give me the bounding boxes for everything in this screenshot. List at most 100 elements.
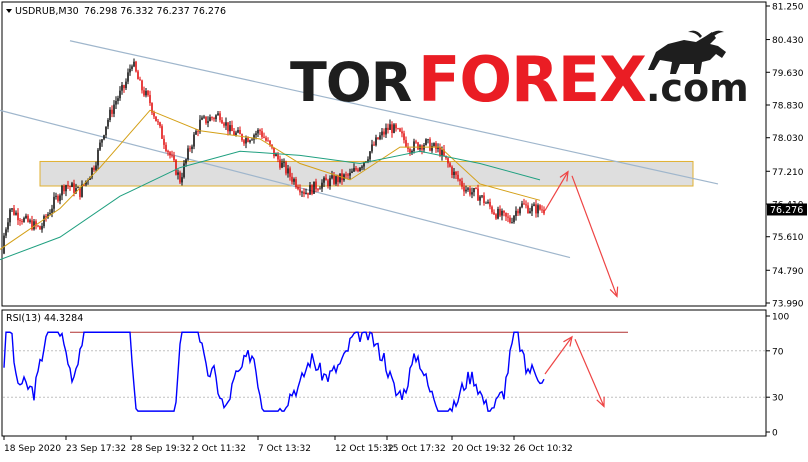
candle-body [319, 188, 321, 190]
candle-body [439, 147, 441, 156]
rsi-tick-label: 0 [772, 429, 778, 439]
candle-body [367, 159, 369, 162]
candle-body [447, 158, 449, 164]
time-tick-label: 23 Sep 17:32 [66, 444, 126, 454]
time-tick-label: 15 Oct 17:32 [387, 444, 446, 454]
candle-body [507, 216, 509, 218]
candle-body [231, 125, 233, 132]
candle-body [265, 137, 267, 141]
candle-body [139, 79, 141, 81]
candle-body [211, 117, 213, 119]
candle-body [35, 221, 37, 226]
candle-body [173, 155, 175, 161]
candle-body [25, 215, 27, 218]
candle-body [85, 180, 87, 185]
candle-body [407, 146, 409, 149]
candle-body [11, 208, 13, 210]
candle-body [247, 138, 249, 143]
price-forecast-arrow-head [609, 286, 619, 298]
candle-body [405, 140, 407, 147]
candle-body [97, 149, 99, 166]
candle-body [359, 167, 361, 172]
candle-body [15, 212, 17, 215]
candle-body [443, 149, 445, 156]
candle-body [31, 220, 33, 230]
candle-body [297, 186, 299, 190]
price-forecast-arrow [571, 175, 618, 297]
candle-body [441, 149, 443, 156]
candle-body [181, 177, 183, 183]
candle-body [469, 188, 471, 195]
candle-body [335, 176, 337, 184]
candle-body [409, 148, 411, 153]
candle-body [3, 235, 5, 254]
candle-body [495, 214, 497, 219]
bull-icon [648, 30, 726, 74]
candle-body [429, 139, 431, 151]
candle-body [371, 144, 373, 152]
candle-body [345, 174, 347, 176]
candle-body [185, 159, 187, 164]
candle-body [245, 138, 247, 144]
candle-body [395, 124, 397, 129]
candle-body [65, 185, 67, 192]
candle-body [485, 202, 487, 204]
candle-body [45, 216, 47, 218]
candle-body [101, 139, 103, 143]
candle-body [17, 212, 19, 221]
candle-body [105, 126, 107, 136]
candle-body [269, 140, 271, 145]
candle-body [147, 90, 149, 96]
candle-body [397, 128, 399, 130]
rsi-forecast-arrow [544, 336, 573, 375]
candle-body [361, 166, 363, 168]
candle-body [375, 137, 377, 146]
candle-body [111, 109, 113, 114]
candle-body [13, 208, 15, 215]
candle-body [89, 177, 91, 180]
candle-body [259, 129, 261, 132]
candle-body [161, 126, 163, 139]
price-tick-label: 78.830 [772, 102, 804, 112]
candle-body [449, 163, 451, 167]
candle-body [71, 183, 73, 188]
candle-body [203, 116, 205, 118]
candle-body [53, 196, 55, 209]
candle-body [73, 183, 75, 193]
candle-body [81, 184, 83, 197]
candle-body [403, 133, 405, 141]
candle-body [527, 205, 529, 214]
candle-body [331, 175, 333, 179]
candle-body [55, 195, 57, 197]
candle-body [77, 187, 79, 189]
candle-body [503, 210, 505, 213]
candle-body [301, 191, 303, 193]
candle-body [95, 165, 97, 170]
candle-body [221, 120, 223, 124]
candle-body [533, 204, 535, 206]
candle-body [541, 209, 543, 211]
time-tick-label: 18 Sep 2020 [4, 444, 61, 454]
candle-body [451, 166, 453, 175]
candle-body [67, 185, 69, 187]
candle-body [233, 131, 235, 136]
candle-body [177, 172, 179, 175]
candle-body [313, 181, 315, 194]
candle-body [493, 212, 495, 215]
candle-body [363, 162, 365, 167]
channel-line [0, 109, 571, 259]
candle-body [277, 154, 279, 160]
candle-body [5, 229, 7, 236]
candle-body [471, 192, 473, 195]
candle-body [315, 181, 317, 190]
candle-body [481, 195, 483, 197]
candle-body [339, 173, 341, 182]
torforex-logo: TOR FOREX .com [290, 30, 749, 116]
candle-body [63, 186, 65, 192]
candle-body [401, 131, 403, 134]
price-tick-label: 81.250 [772, 3, 804, 13]
candle-body [467, 188, 469, 190]
candle-body [487, 201, 489, 203]
price-tick-label: 78.030 [772, 134, 804, 144]
candle-body [387, 127, 389, 130]
